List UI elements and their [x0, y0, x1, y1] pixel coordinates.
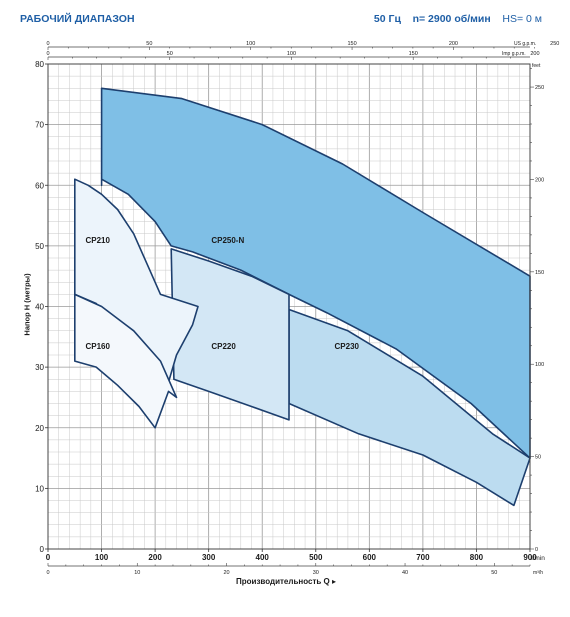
speed-label: n= 2900 об/мин — [412, 13, 491, 25]
us-gpm-tick-label: 150 — [347, 41, 356, 47]
imp-gpm-tick-label: 150 — [409, 51, 418, 57]
x-unit-label: l/min — [531, 555, 545, 562]
imp-gpm-tick-label: 0 — [46, 51, 49, 57]
x-tick-label: 100 — [95, 553, 109, 562]
us-gpm-tick-label: 0 — [46, 41, 49, 47]
m3h-tick-label: 30 — [313, 570, 319, 576]
chart-areas — [74, 87, 531, 507]
series-label-cp220: CP220 — [211, 342, 236, 351]
series-label-cp230: CP230 — [335, 342, 360, 351]
m3h-tick-label: 10 — [134, 570, 140, 576]
chart-header-params: 50 Гц n= 2900 об/мин HS= 0 м — [374, 13, 542, 25]
m3h-tick-label: 20 — [223, 570, 229, 576]
area-cp230 — [288, 308, 531, 507]
y-axis-label: Напор H (метры) — [22, 273, 32, 336]
y-tick-label: 10 — [35, 484, 44, 493]
feet-tick-label: 150 — [535, 270, 544, 276]
y-tick-label: 0 — [40, 545, 45, 554]
x-tick-label: 0 — [46, 553, 51, 562]
x-tick-label: 200 — [148, 553, 162, 562]
imp-gpm-tick-label: 100 — [287, 51, 296, 57]
feet-tick-label: 0 — [535, 547, 538, 553]
x-tick-label: 700 — [416, 553, 430, 562]
y-tick-label: 50 — [35, 242, 44, 251]
x-tick-label: 800 — [470, 553, 484, 562]
chart-title: РАБОЧИЙ ДИАПАЗОН — [20, 13, 135, 25]
m3h-unit-label: m³/h — [533, 570, 543, 576]
imp-gpm-tick-label: 200 — [530, 51, 539, 57]
m3h-tick-label: 40 — [402, 570, 408, 576]
frequency-label: 50 Гц — [373, 13, 401, 25]
m3h-tick-label: 50 — [491, 570, 497, 576]
feet-tick-label: 200 — [535, 177, 544, 183]
y-tick-label: 70 — [35, 121, 44, 130]
us-gpm-tick-label: 50 — [146, 41, 152, 47]
y-tick-label: 30 — [35, 363, 44, 372]
imp-gpm-unit-label: Imp g.p.m. — [502, 51, 526, 57]
x-axis-label: Производительность Q ▸ — [236, 577, 336, 586]
m3h-tick-label: 0 — [46, 570, 49, 576]
x-tick-label: 300 — [202, 553, 216, 562]
us-gpm-tick-label: 100 — [246, 41, 255, 47]
y-tick-label: 40 — [35, 303, 44, 312]
x-tick-label: 900 — [523, 553, 537, 562]
feet-tick-label: 50 — [535, 455, 541, 461]
series-label-cp210: CP210 — [85, 236, 110, 245]
area-cp160 — [74, 293, 178, 429]
us-gpm-tick-label: 250 — [550, 41, 559, 47]
y-tick-label: 80 — [35, 60, 44, 69]
chart-labels: CP210 CP250-N CP160 CP220 CP230 — [85, 236, 359, 351]
feet-tick-label: 250 — [535, 85, 544, 91]
us-gpm-tick-label: 200 — [449, 41, 458, 47]
imp-gpm-tick-label: 50 — [167, 51, 173, 57]
area-cp220 — [170, 248, 290, 421]
feet-tick-label: 100 — [535, 362, 544, 368]
area-cp250-n — [100, 87, 531, 459]
y-tick-label: 60 — [35, 181, 44, 190]
x-tick-label: 500 — [309, 553, 323, 562]
us-gpm-unit-label: US g.p.m. — [514, 41, 536, 47]
x-tick-label: 400 — [256, 553, 270, 562]
series-label-cp250-n: CP250-N — [211, 236, 244, 245]
hs-label: HS= 0 м — [502, 13, 542, 25]
series-label-cp160: CP160 — [85, 342, 110, 351]
y-tick-label: 20 — [35, 424, 44, 433]
feet-unit-label: feet — [532, 63, 541, 69]
x-tick-label: 600 — [363, 553, 377, 562]
